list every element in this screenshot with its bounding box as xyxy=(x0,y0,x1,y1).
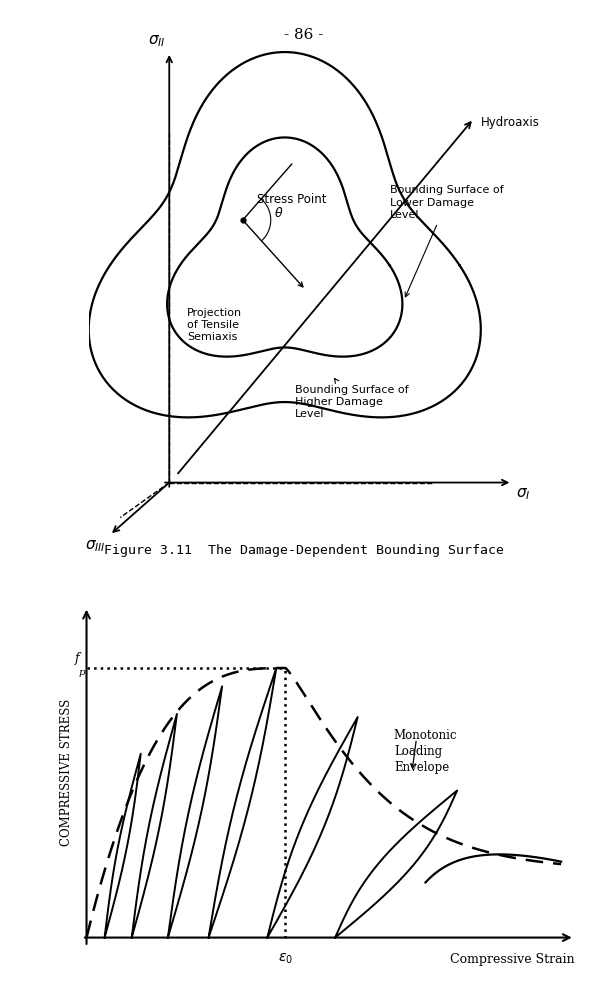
Text: $\varepsilon_0$: $\varepsilon_0$ xyxy=(278,951,293,966)
Text: Figure 3.11  The Damage-Dependent Bounding Surface: Figure 3.11 The Damage-Dependent Boundin… xyxy=(104,544,504,557)
Text: Stress Point: Stress Point xyxy=(257,193,326,206)
Text: COMPRESSIVE STRESS: COMPRESSIVE STRESS xyxy=(60,699,73,846)
Text: $\theta$: $\theta$ xyxy=(274,206,284,220)
Text: - 86 -: - 86 - xyxy=(285,28,323,42)
Text: $\sigma_{III}$: $\sigma_{III}$ xyxy=(86,539,106,555)
Text: Bounding Surface of
Higher Damage
Level: Bounding Surface of Higher Damage Level xyxy=(295,378,409,419)
Text: Compressive Strain: Compressive Strain xyxy=(450,953,575,966)
Text: Monotonic
Loading
Envelope: Monotonic Loading Envelope xyxy=(394,730,457,774)
Text: f: f xyxy=(75,652,80,665)
Text: Hydroaxis: Hydroaxis xyxy=(481,115,540,128)
Text: $\sigma_{II}$: $\sigma_{II}$ xyxy=(148,33,166,48)
Text: Bounding Surface of
Lower Damage
Level: Bounding Surface of Lower Damage Level xyxy=(390,185,503,297)
Text: $\sigma_I$: $\sigma_I$ xyxy=(516,486,530,502)
Text: p: p xyxy=(78,669,85,678)
Text: Projection
of Tensile
Semiaxis: Projection of Tensile Semiaxis xyxy=(187,307,242,342)
